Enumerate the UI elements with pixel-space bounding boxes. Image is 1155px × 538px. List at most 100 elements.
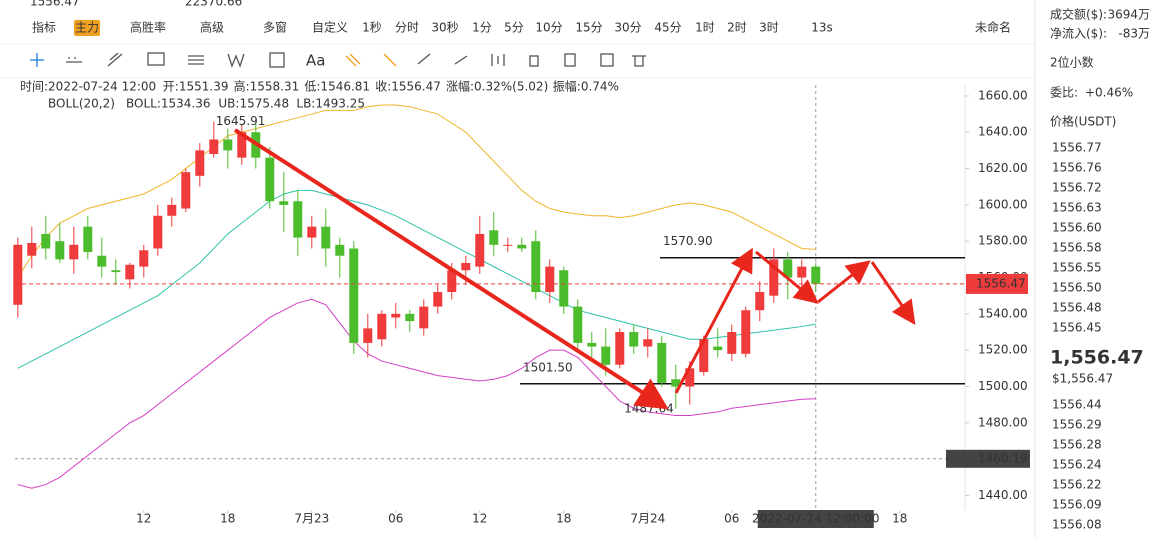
candle-body <box>125 264 135 280</box>
last-price: 1,556.47 <box>1050 347 1144 369</box>
x-tick-label: 7月24 <box>630 512 665 526</box>
toolbar-item[interactable]: 多窗 <box>263 21 287 35</box>
bid-price: 1556.09 <box>1052 498 1102 512</box>
cut-text: 1556.47 <box>30 0 80 9</box>
candle-body <box>139 250 149 267</box>
toolbar-item[interactable]: 1分 <box>472 21 492 35</box>
stat-value: -83万 <box>1118 27 1150 41</box>
current-price-badge <box>966 273 1028 294</box>
ohlc-text: 高:1558.31 <box>234 79 300 94</box>
ohlc-text: 时间:2022-07-24 12:00 <box>20 80 156 94</box>
candle-body <box>531 241 541 293</box>
candle-body <box>209 139 219 155</box>
candle-body <box>699 339 709 372</box>
bid-price: 1556.44 <box>1052 398 1102 412</box>
cut-text: 22370.66 <box>185 0 242 9</box>
x-tick-label: 12 <box>136 512 151 526</box>
decimals[interactable]: 2位小数 <box>1050 55 1094 70</box>
stat-label: 成交额($): <box>1050 7 1107 22</box>
candle-body <box>447 270 457 293</box>
candle-body <box>559 270 569 307</box>
y-tick-label: 1600.00 <box>978 197 1028 211</box>
crosshair-badge <box>946 449 1030 468</box>
candle-body <box>587 342 597 347</box>
toolbar-item[interactable]: 指标 <box>32 20 56 35</box>
toolbar-item[interactable]: 1秒 <box>362 21 382 35</box>
ratio: +0.46% <box>1085 86 1133 100</box>
toolbar-item[interactable]: 15分 <box>575 21 602 35</box>
candle-body <box>195 150 205 176</box>
candle-body <box>55 241 65 260</box>
toolbar-item[interactable]: 主力 <box>75 21 99 35</box>
text-tool[interactable]: Aa <box>306 52 325 70</box>
candle-body <box>321 226 331 249</box>
candle-body <box>83 226 93 253</box>
bid-price: 1556.22 <box>1052 478 1102 492</box>
toolbar-item[interactable]: 45分 <box>654 21 681 35</box>
drawing-tools[interactable] <box>30 52 646 68</box>
y-tick-label: 1500.00 <box>978 379 1028 393</box>
candle-body <box>69 244 79 260</box>
candle-body <box>97 255 107 267</box>
toolbar-item[interactable]: 10分 <box>535 21 562 35</box>
candle-body <box>615 332 625 365</box>
candle-body <box>349 248 359 343</box>
stat-value: 3694万 <box>1107 8 1150 22</box>
toolbar-item[interactable]: 2时 <box>727 21 747 35</box>
candle-body <box>769 259 779 296</box>
last-usd: $1,556.47 <box>1052 372 1113 386</box>
ohlc-text: 开:1551.39 <box>163 80 229 94</box>
ohlc-text: 收:1556.47 <box>375 80 441 94</box>
x-tick-label: 12 <box>472 512 487 526</box>
ask-price: 1556.63 <box>1052 201 1102 215</box>
stat-label: 净流入($): <box>1050 27 1107 41</box>
crosshair-x-badge <box>757 510 874 528</box>
x-tick-label: 18 <box>220 512 235 526</box>
boll-text: LB:1493.25 <box>296 97 365 111</box>
toolbar-item[interactable]: 分时 <box>395 21 419 35</box>
level-label: 1501.50 <box>523 360 573 374</box>
y-tick-label: 1620.00 <box>978 161 1028 175</box>
trend-arrow <box>755 250 819 304</box>
ask-price: 1556.77 <box>1052 141 1102 155</box>
y-tick-label: 1440.00 <box>978 488 1028 502</box>
candle-body <box>279 201 289 205</box>
candle-body <box>405 313 415 322</box>
layout-name[interactable]: 未命名 <box>975 20 1011 35</box>
toolbar-item[interactable]: 1时 <box>695 21 715 35</box>
y-tick-label: 1520.00 <box>978 343 1028 357</box>
ask-price: 1556.76 <box>1052 161 1102 175</box>
candle-body <box>629 332 639 347</box>
candle-body <box>237 132 247 158</box>
toolbar-item[interactable]: 自定义 <box>312 20 348 35</box>
toolbar-item[interactable]: 30秒 <box>431 21 458 35</box>
candle-body <box>293 201 303 238</box>
candle-body <box>755 292 765 311</box>
toolbar-item[interactable]: 高级 <box>200 20 224 35</box>
candle-body <box>797 266 807 278</box>
ask-price: 1556.60 <box>1052 221 1102 235</box>
candle-body <box>811 266 821 284</box>
toolbar-item[interactable]: 3时 <box>759 21 779 35</box>
candle-body <box>377 313 387 340</box>
toolbar-item[interactable]: 5分 <box>504 21 524 35</box>
ohlc-text: 涨幅:0.32%(5.02) <box>446 79 548 94</box>
candle-body <box>741 310 751 354</box>
candle-body <box>111 270 121 273</box>
candle-body <box>517 244 527 249</box>
bid-price: 1556.08 <box>1052 518 1102 532</box>
candle-body <box>461 262 471 271</box>
y-tick-label: 1640.00 <box>978 125 1028 139</box>
boll-line <box>17 298 816 489</box>
x-tick-label: 2022-07-24 12:00:00 <box>752 512 879 526</box>
toolbar-item[interactable]: 30分 <box>614 21 641 35</box>
trend-arrow <box>674 247 753 394</box>
ask-price: 1556.45 <box>1052 321 1102 335</box>
trend-arrow <box>233 128 669 410</box>
trend-arrow <box>870 261 916 325</box>
candle-body <box>41 233 51 249</box>
ohlc-text: 低:1546.81 <box>304 80 370 94</box>
toolbar-item[interactable]: 13s <box>811 21 833 35</box>
candle-body <box>13 244 23 305</box>
toolbar-item[interactable]: 高胜率 <box>130 20 166 35</box>
